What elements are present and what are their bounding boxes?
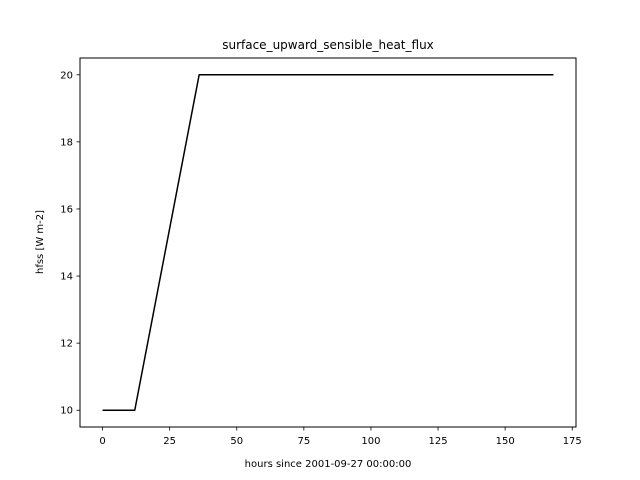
series-layer [102,74,554,411]
y-tick-label: 16 [60,204,73,215]
y-axis-label: hfss [W m-2] [35,210,46,274]
x-axis-label: hours since 2001-09-27 00:00:00 [245,459,412,470]
x-axis: 0 25 50 75 100 125 150 175 [99,427,582,447]
x-tick-label: 50 [230,436,243,447]
x-tick-label: 150 [496,436,515,447]
x-tick-label: 125 [428,436,447,447]
y-tick-label: 12 [60,339,73,350]
y-tick-label: 20 [60,70,73,81]
x-tick-label: 0 [99,436,105,447]
plot-frame [79,57,577,428]
y-tick-label: 18 [60,137,73,148]
x-tick-label: 175 [563,436,582,447]
plot-area: 0 25 50 75 100 125 150 175 10 12 14 16 18 20 [60,57,582,447]
x-tick-label: 100 [361,436,380,447]
chart-title: surface_upward_sensible_heat_flux [222,38,434,52]
y-axis: 10 12 14 16 18 20 [60,70,80,417]
y-tick-label: 14 [60,272,73,283]
x-tick-label: 75 [297,436,310,447]
y-tick-label: 10 [60,406,73,417]
series-line [102,74,554,411]
x-tick-label: 25 [163,436,176,447]
